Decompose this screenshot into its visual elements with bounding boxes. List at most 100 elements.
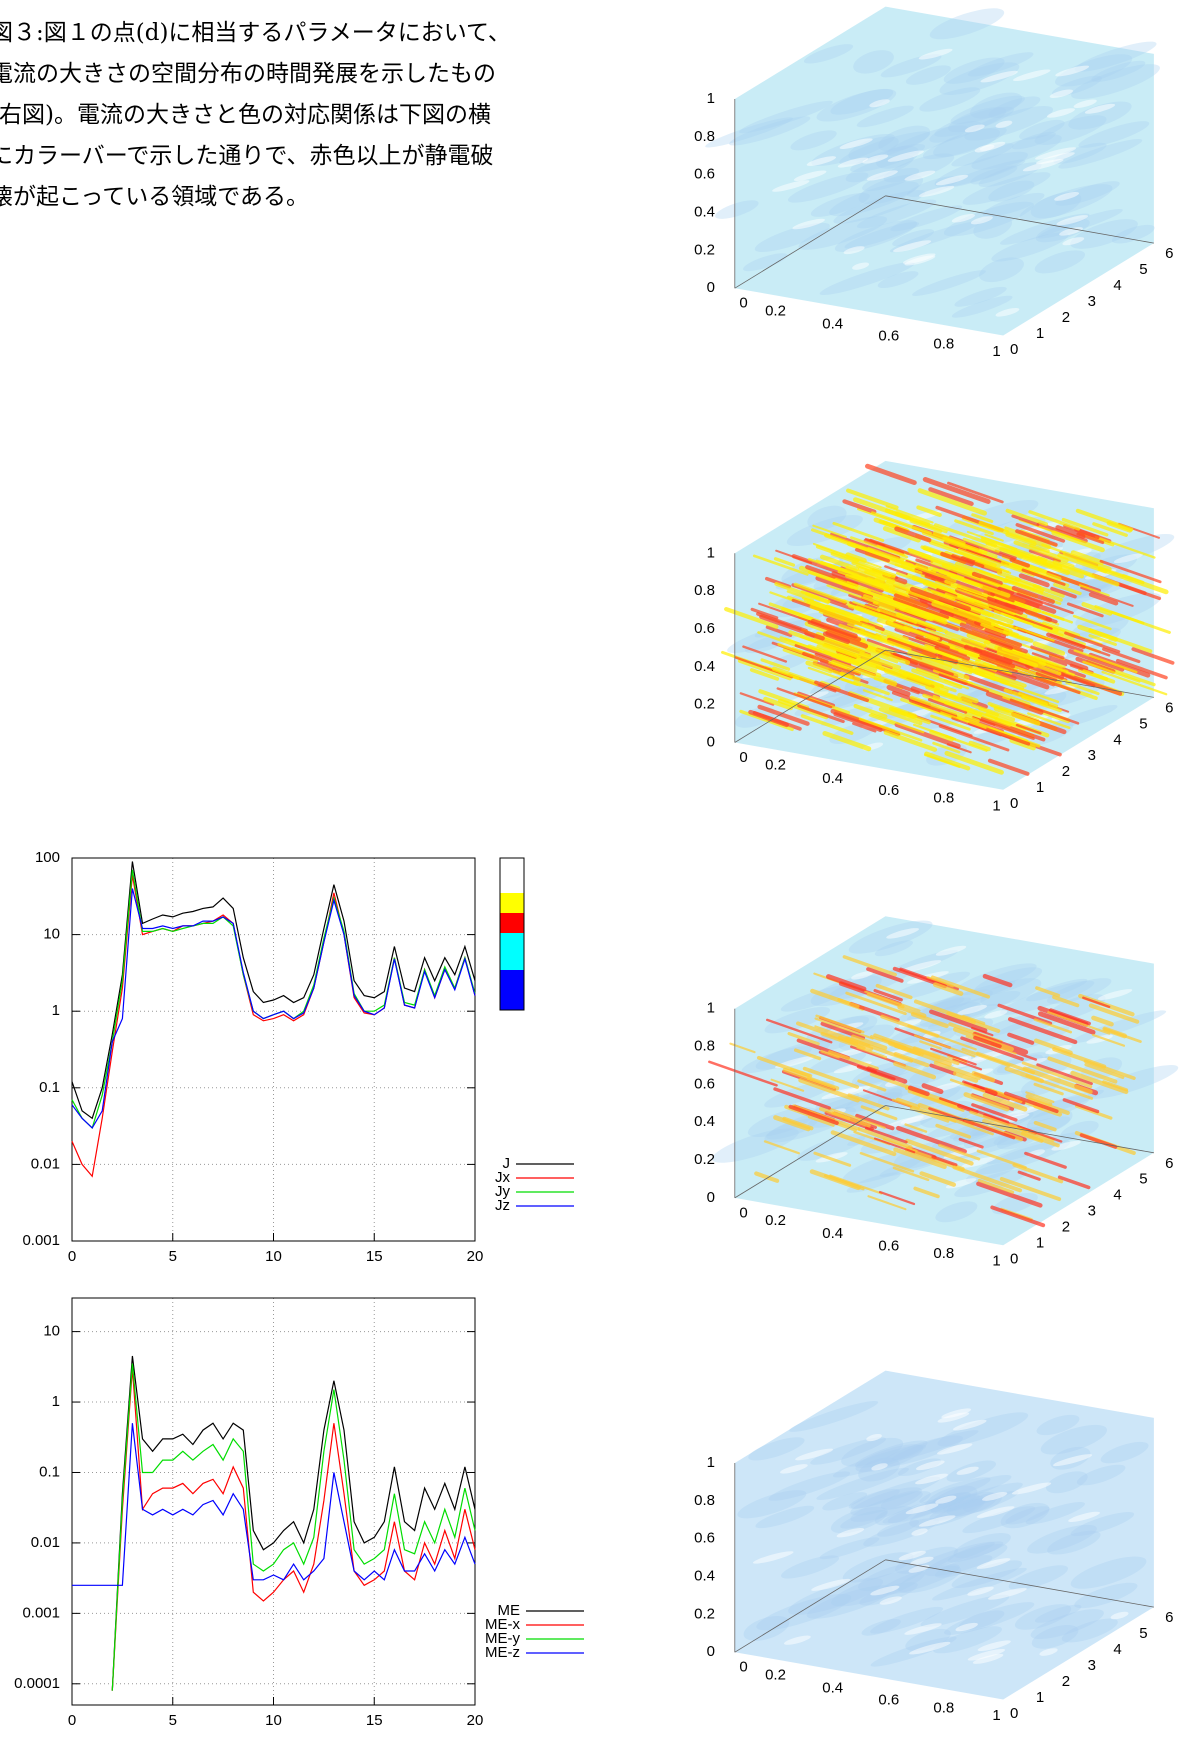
x-tick-label: 0.6: [878, 782, 899, 799]
y-tick-label: 5: [1139, 1171, 1147, 1188]
z-tick-label: 0: [707, 733, 715, 750]
x-tick-label: 1: [992, 797, 1000, 814]
x-tick-label: 10: [265, 1248, 282, 1265]
colorbar-segment: [500, 933, 524, 970]
y-tick-label: 6: [1165, 699, 1173, 716]
x-tick-label: 0.8: [933, 1699, 954, 1716]
x-tick-label: 0: [739, 1204, 747, 1221]
x-tick-label: 0.6: [878, 1237, 899, 1254]
z-tick-label: 0.2: [694, 696, 715, 713]
z-tick-label: 0.8: [694, 1038, 715, 1055]
series-line: [112, 1364, 475, 1691]
x-tick-label: 0.2: [765, 302, 786, 319]
x-tick-label: 20: [467, 1712, 484, 1729]
y-tick-label: 5: [1139, 715, 1147, 732]
legend-label: ME-z: [485, 1644, 520, 1661]
z-tick-label: 0.2: [694, 241, 715, 258]
x-tick-label: 0.8: [933, 1245, 954, 1262]
x-tick-label: 10: [265, 1712, 282, 1729]
y-tick-label: 0.1: [39, 1079, 60, 1096]
x-tick-label: 0.2: [765, 1666, 786, 1683]
y-tick-label: 10: [43, 1323, 60, 1340]
y-tick-label: 10: [43, 926, 60, 943]
y-tick-label: 2: [1062, 309, 1070, 326]
z-tick-label: 0.2: [694, 1151, 715, 1168]
y-tick-label: 4: [1113, 277, 1121, 294]
z-tick-label: 0.4: [694, 1113, 715, 1130]
x-tick-label: 0: [739, 295, 747, 312]
caption-line: 電流の大きさの空間分布の時間発展を示したもの: [0, 61, 496, 87]
y-tick-label: 4: [1113, 731, 1121, 748]
y-tick-label: 0.01: [31, 1155, 60, 1172]
x-tick-label: 0: [68, 1248, 76, 1265]
x-tick-label: 0.4: [822, 315, 843, 332]
z-tick-label: 0: [707, 1643, 715, 1660]
chart: 1001010.10.010.00105101520JJxJyJz: [22, 849, 574, 1265]
series-line: [72, 889, 475, 1128]
x-tick-label: 0.6: [878, 1692, 899, 1709]
z-tick-label: 0.6: [694, 1075, 715, 1092]
chart: 1010.10.010.0010.000105101520MEME-xME-yM…: [14, 1298, 584, 1729]
y-tick-label: 3: [1088, 747, 1096, 764]
y-tick-label: 1: [1036, 325, 1044, 342]
y-tick-label: 2: [1062, 763, 1070, 780]
y-tick-label: 100: [35, 849, 60, 866]
colorbar-segment: [500, 893, 524, 913]
y-tick-label: 4: [1113, 1641, 1121, 1658]
z-tick-label: 0.8: [694, 582, 715, 599]
y-tick-label: 4: [1113, 1187, 1121, 1204]
y-tick-label: 0.001: [22, 1604, 60, 1621]
x-tick-label: 20: [467, 1248, 484, 1265]
caption-line: (右図)。電流の大きさと色の対応関係は下図の横: [0, 102, 491, 128]
y-tick-label: 2: [1062, 1673, 1070, 1690]
z-tick-label: 0.6: [694, 620, 715, 637]
x-tick-label: 0.6: [878, 328, 899, 345]
x-tick-label: 0: [68, 1712, 76, 1729]
page: 図３:図１の点(d)に相当するパラメータにおいて、 電流の大きさの空間分布の時間…: [0, 0, 1188, 1742]
y-tick-label: 6: [1165, 245, 1173, 262]
y-tick-label: 0.0001: [14, 1675, 60, 1692]
z-tick-label: 0.8: [694, 128, 715, 145]
z-tick-label: 0.2: [694, 1605, 715, 1622]
y-tick-label: 5: [1139, 261, 1147, 278]
y-tick-label: 0: [1010, 341, 1018, 358]
y-tick-label: 3: [1088, 1657, 1096, 1674]
x-tick-label: 5: [169, 1712, 177, 1729]
y-tick-label: 0.1: [39, 1463, 60, 1480]
z-tick-label: 1: [707, 90, 715, 107]
x-tick-label: 0: [739, 1659, 747, 1676]
y-tick-label: 1: [52, 1393, 60, 1410]
y-tick-label: 6: [1165, 1155, 1173, 1172]
z-tick-label: 0.6: [694, 1530, 715, 1547]
y-tick-label: 0.001: [22, 1232, 60, 1249]
x-tick-label: 0.8: [933, 335, 954, 352]
series-line: [72, 875, 475, 1176]
z-tick-label: 0.4: [694, 658, 715, 675]
y-tick-label: 6: [1165, 1609, 1173, 1626]
x-tick-label: 15: [366, 1248, 383, 1265]
y-tick-label: 1: [1036, 779, 1044, 796]
y-tick-label: 0: [1010, 1705, 1018, 1722]
plot-frame: [72, 858, 475, 1241]
x-tick-label: 15: [366, 1712, 383, 1729]
legend-label: Jz: [495, 1197, 510, 1214]
colorbar-segment: [500, 913, 524, 933]
y-tick-label: 2: [1062, 1219, 1070, 1236]
caption-line: 図３:図１の点(d)に相当するパラメータにおいて、: [0, 20, 511, 46]
x-tick-label: 1: [992, 1253, 1000, 1270]
z-tick-label: 0.6: [694, 166, 715, 183]
caption-line: 壊が起こっている領域である。: [0, 184, 309, 210]
x-tick-label: 0.4: [822, 1679, 843, 1696]
x-tick-label: 0.4: [822, 770, 843, 787]
caption-line: にカラーバーで示した通りで、赤色以上が静電破: [0, 143, 493, 169]
z-tick-label: 0: [707, 279, 715, 296]
x-tick-label: 0.8: [933, 790, 954, 807]
z-tick-label: 1: [707, 1000, 715, 1017]
volume-plot: 00.20.40.60.8100.20.40.60.810123456: [694, 914, 1181, 1270]
y-tick-label: 1: [1036, 1689, 1044, 1706]
z-tick-label: 0.4: [694, 1567, 715, 1584]
y-tick-label: 1: [1036, 1235, 1044, 1252]
series-line: [72, 1423, 475, 1585]
x-tick-label: 1: [992, 343, 1000, 360]
y-tick-label: 0.01: [31, 1534, 60, 1551]
